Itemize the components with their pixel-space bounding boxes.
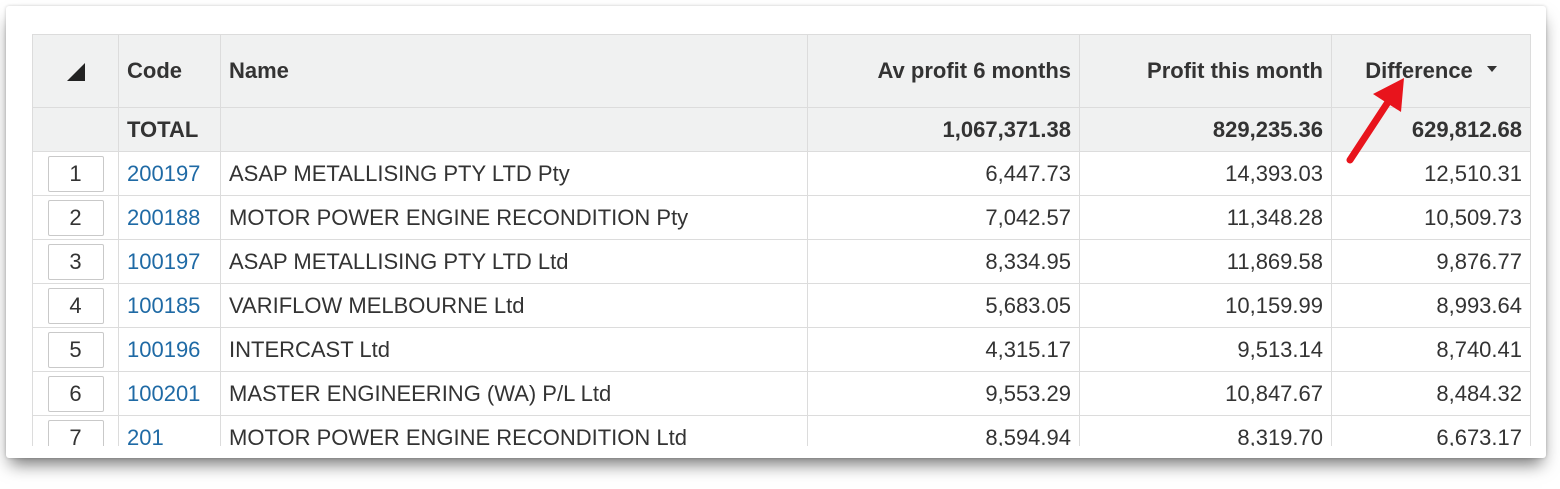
code-cell: 201	[118, 415, 221, 447]
row-number-box[interactable]: 7	[47, 419, 104, 446]
column-header-difference[interactable]: Difference	[1331, 34, 1531, 108]
row-number-cell: 4	[32, 283, 119, 328]
name-cell: MOTOR POWER ENGINE RECONDITION Ltd	[220, 415, 808, 446]
code-link[interactable]: 200197	[127, 160, 201, 186]
name-cell: VARIFLOW MELBOURNE Ltd	[220, 283, 808, 328]
corner-triangle-icon	[66, 63, 85, 82]
av-profit-cell: 6,447.73	[807, 151, 1080, 196]
profit-month-cell: 10,847.67	[1079, 371, 1332, 416]
code-cell: 100197	[118, 239, 221, 284]
difference-cell: 6,673.17	[1331, 415, 1531, 446]
code-cell: 200197	[118, 151, 221, 196]
total-label: TOTAL	[118, 107, 221, 152]
av-profit-cell: 8,594.94	[807, 415, 1080, 446]
code-link[interactable]: 100196	[127, 336, 201, 362]
code-link[interactable]: 201	[127, 424, 164, 447]
red-arrow-icon	[1346, 78, 1404, 164]
table-row[interactable]: 2 200188 MOTOR POWER ENGINE RECONDITION Pt…	[32, 195, 1531, 240]
code-link[interactable]: 100201	[127, 380, 201, 406]
profit-month-cell: 14,393.03	[1079, 151, 1332, 196]
code-cell: 200188	[118, 195, 221, 240]
av-profit-cell: 8,334.95	[807, 239, 1080, 284]
row-number-cell: 1	[32, 151, 119, 196]
header-row: Code Name Av profit 6 months Profit this…	[32, 34, 1531, 108]
row-number-box[interactable]: 3	[47, 243, 104, 280]
name-cell: MASTER ENGINEERING (WA) P/L Ltd	[220, 371, 808, 416]
row-number-box[interactable]: 2	[47, 199, 104, 236]
column-header-av-profit[interactable]: Av profit 6 months	[807, 34, 1080, 108]
select-all-corner[interactable]	[32, 34, 119, 108]
av-profit-cell: 9,553.29	[807, 371, 1080, 416]
difference-cell: 8,740.41	[1331, 327, 1531, 372]
difference-cell: 10,509.73	[1331, 195, 1531, 240]
row-number-cell: 2	[32, 195, 119, 240]
profit-month-cell: 8,319.70	[1079, 415, 1332, 446]
av-profit-cell: 4,315.17	[807, 327, 1080, 372]
profit-table: Code Name Av profit 6 months Profit this…	[32, 34, 1531, 446]
code-link[interactable]: 200188	[127, 204, 201, 230]
total-name-cell	[220, 107, 808, 152]
column-header-name[interactable]: Name	[220, 34, 808, 108]
total-row: TOTAL 1,067,371.38 829,235.36 629,812.68	[32, 107, 1531, 152]
profit-month-cell: 11,348.28	[1079, 195, 1332, 240]
profit-month-cell: 9,513.14	[1079, 327, 1332, 372]
table-row[interactable]: 5 100196 INTERCAST Ltd 4,315.17 9,513.14 8,74…	[32, 327, 1531, 372]
difference-cell: 8,484.32	[1331, 371, 1531, 416]
table-row[interactable]: 7 201 MOTOR POWER ENGINE RECONDITION Ltd 8,…	[32, 415, 1531, 447]
name-cell: ASAP METALLISING PTY LTD Ltd	[220, 239, 808, 284]
code-link[interactable]: 100185	[127, 292, 201, 318]
av-profit-cell: 5,683.05	[807, 283, 1080, 328]
total-profit-month: 829,235.36	[1079, 107, 1332, 152]
difference-cell: 8,993.64	[1331, 283, 1531, 328]
column-header-profit-month[interactable]: Profit this month	[1079, 34, 1332, 108]
name-cell: ASAP METALLISING PTY LTD Pty	[220, 151, 808, 196]
name-cell: INTERCAST Ltd	[220, 327, 808, 372]
table-row[interactable]: 6 100201 MASTER ENGINEERING (WA) P/L Ltd 9,…	[32, 371, 1531, 416]
table-viewport: Code Name Av profit 6 months Profit this…	[32, 34, 1532, 446]
sort-descending-caret-icon[interactable]	[1486, 66, 1497, 73]
code-cell: 100185	[118, 283, 221, 328]
profit-month-cell: 10,159.99	[1079, 283, 1332, 328]
total-av-profit: 1,067,371.38	[807, 107, 1080, 152]
difference-cell: 9,876.77	[1331, 239, 1531, 284]
total-rowno-cell	[32, 107, 119, 152]
av-profit-cell: 7,042.57	[807, 195, 1080, 240]
row-number-box[interactable]: 4	[47, 287, 104, 324]
row-number-cell: 3	[32, 239, 119, 284]
row-number-cell: 5	[32, 327, 119, 372]
code-link[interactable]: 100197	[127, 248, 201, 274]
total-difference: 629,812.68	[1331, 107, 1531, 152]
row-number-box[interactable]: 6	[47, 375, 104, 412]
name-cell: MOTOR POWER ENGINE RECONDITION Pty	[220, 195, 808, 240]
table-row[interactable]: 4 100185 VARIFLOW MELBOURNE Ltd 5,683.05 10,…	[32, 283, 1531, 328]
code-cell: 100201	[118, 371, 221, 416]
table-row[interactable]: 1 200197 ASAP METALLISING PTY LTD Pty 6,447…	[32, 151, 1531, 196]
row-number-box[interactable]: 1	[47, 155, 104, 192]
row-number-box[interactable]: 5	[47, 331, 104, 368]
column-header-code[interactable]: Code	[118, 34, 221, 108]
profit-month-cell: 11,869.58	[1079, 239, 1332, 284]
code-cell: 100196	[118, 327, 221, 372]
table-row[interactable]: 3 100197 ASAP METALLISING PTY LTD Ltd 8,334…	[32, 239, 1531, 284]
row-number-cell: 6	[32, 371, 119, 416]
screenshot-card: Code Name Av profit 6 months Profit this…	[6, 6, 1546, 458]
row-number-cell: 7	[32, 415, 119, 446]
